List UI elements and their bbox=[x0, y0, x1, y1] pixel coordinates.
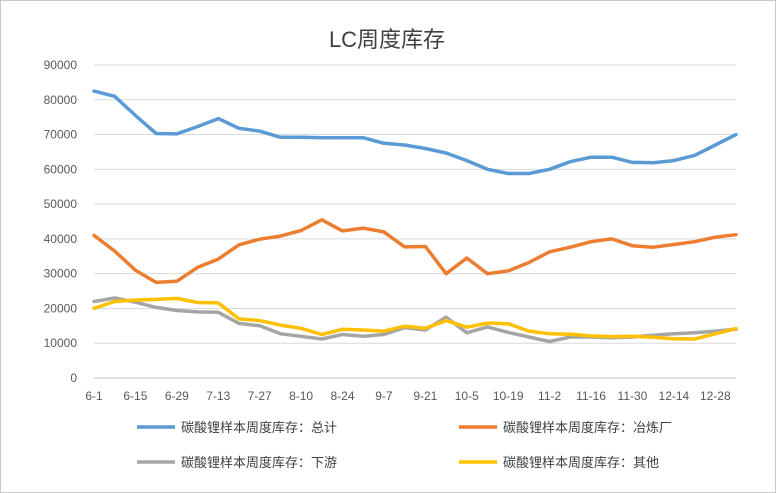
series-line-0 bbox=[92, 89, 738, 176]
y-tick-label: 90000 bbox=[44, 58, 78, 72]
legend-label-0: 碳酸锂样本周度库存：总计 bbox=[181, 420, 337, 435]
x-tick-label: 11-2 bbox=[538, 389, 561, 403]
y-tick-label: 70000 bbox=[44, 128, 78, 142]
y-tick-label: 60000 bbox=[44, 162, 78, 176]
x-tick-label: 10-19 bbox=[493, 389, 524, 403]
chart-title: LC周度库存 bbox=[329, 27, 445, 52]
series-line-3 bbox=[92, 296, 738, 341]
y-tick-label: 80000 bbox=[44, 93, 78, 107]
x-tick-label: 7-13 bbox=[206, 389, 230, 403]
x-tick-label: 8-10 bbox=[289, 389, 313, 403]
x-tick-label: 11-30 bbox=[618, 389, 648, 403]
y-tick-label: 30000 bbox=[44, 267, 78, 281]
gridlines bbox=[94, 64, 736, 379]
y-tick-label: 20000 bbox=[44, 301, 78, 315]
y-tick-label: 0 bbox=[70, 371, 77, 385]
y-tick-label: 10000 bbox=[44, 336, 78, 350]
x-tick-label: 8-24 bbox=[331, 389, 355, 403]
x-tick-label: 6-1 bbox=[85, 389, 103, 403]
x-tick-label: 9-7 bbox=[375, 389, 393, 403]
y-axis: 0 10000 20000 30000 40000 50000 60000 70000 8000… bbox=[44, 58, 78, 385]
series-line-1 bbox=[92, 218, 738, 285]
x-tick-label: 12-28 bbox=[700, 389, 731, 403]
y-tick-label: 50000 bbox=[44, 197, 78, 211]
y-tick-label: 40000 bbox=[44, 232, 78, 246]
x-tick-label: 7-27 bbox=[248, 389, 272, 403]
legend-label-1: 碳酸锂样本周度库存：冶炼厂 bbox=[503, 420, 672, 435]
x-tick-label: 10-5 bbox=[455, 389, 479, 403]
x-tick-label: 9-21 bbox=[413, 389, 437, 403]
x-tick-label: 11-16 bbox=[576, 389, 606, 403]
x-tick-label: 6-29 bbox=[165, 389, 189, 403]
legend-label-2: 碳酸锂样本周度库存：下游 bbox=[181, 455, 337, 470]
x-tick-label: 6-15 bbox=[123, 389, 147, 403]
x-axis: 6-1 6-15 6-29 7-13 7-27 8-10 8-24 9-7 9-21 10-5 10… bbox=[85, 377, 736, 403]
plot-area bbox=[92, 89, 738, 344]
x-tick-label: 12-14 bbox=[659, 389, 690, 403]
legend-label-3: 碳酸锂样本周度库存：其他 bbox=[503, 455, 659, 470]
